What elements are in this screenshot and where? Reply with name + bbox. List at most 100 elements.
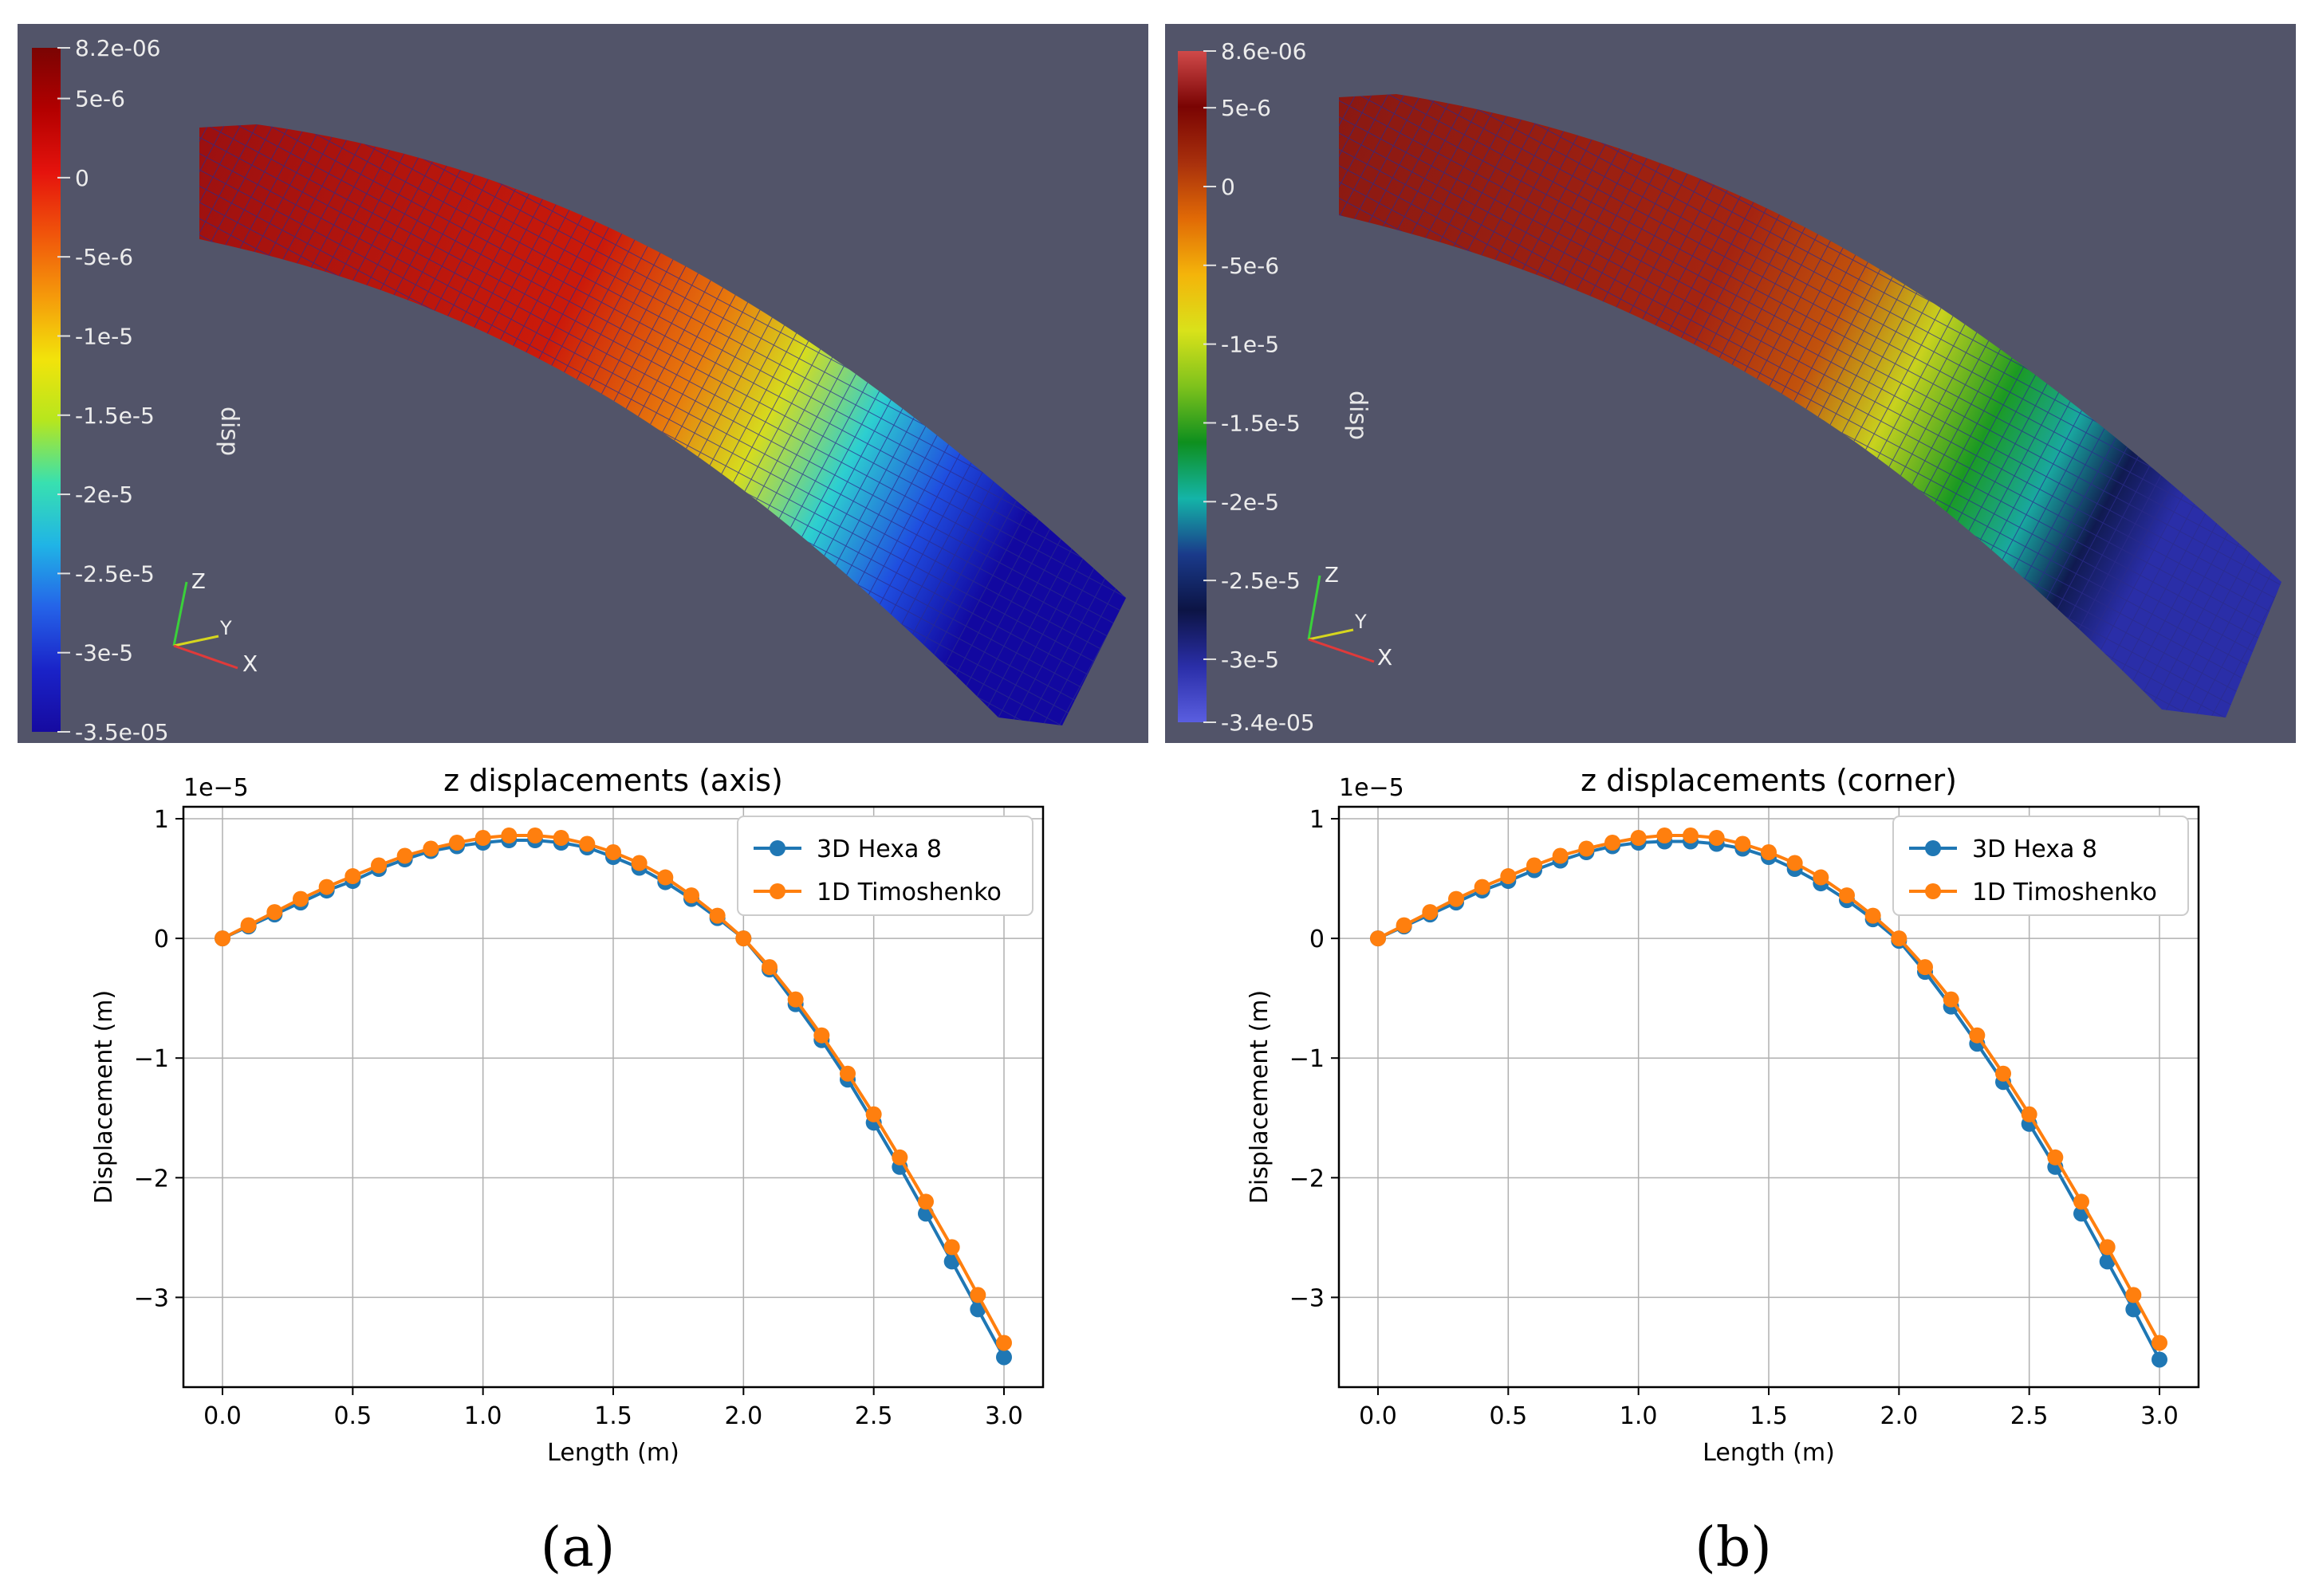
- legend-marker: [1925, 883, 1941, 899]
- colorbar-tick-label: 8.6e-06: [1221, 38, 1307, 65]
- data-point: [1656, 827, 1673, 844]
- y-offset-label: 1e−5: [1339, 774, 1404, 802]
- data-point: [344, 868, 361, 885]
- data-point: [449, 835, 465, 851]
- data-point: [996, 1349, 1012, 1366]
- data-point: [501, 827, 518, 844]
- y-tick-label: 1: [154, 806, 169, 834]
- data-point: [1396, 917, 1412, 934]
- data-point: [1370, 930, 1386, 947]
- data-point: [215, 930, 230, 947]
- data-point: [2047, 1149, 2064, 1166]
- data-point: [787, 991, 804, 1008]
- x-tick-label: 2.0: [724, 1402, 762, 1430]
- x-tick-label: 0.0: [203, 1402, 242, 1430]
- data-point: [1604, 835, 1620, 851]
- data-point: [1995, 1065, 2011, 1082]
- y-tick-label: 1: [1309, 806, 1325, 834]
- x-tick-label: 0.5: [333, 1402, 372, 1430]
- axis-z-label: Z: [1325, 564, 1339, 588]
- x-tick-label: 1.0: [1620, 1402, 1658, 1430]
- chart-title: z displacements (axis): [443, 763, 783, 798]
- y-tick-label: −1: [134, 1045, 169, 1073]
- data-point: [1917, 959, 1933, 976]
- colorbar-tick-label: -3.5e-05: [75, 719, 169, 743]
- data-point: [840, 1065, 856, 1082]
- data-point: [527, 827, 543, 844]
- legend-marker: [770, 840, 785, 856]
- data-point: [657, 869, 674, 886]
- colorbar-tick-label: -3e-5: [1221, 647, 1279, 673]
- legend-marker: [1925, 840, 1941, 856]
- axes-triad: Z Y X: [1307, 564, 1392, 670]
- data-point: [918, 1193, 934, 1210]
- x-tick-label: 1.0: [464, 1402, 502, 1430]
- x-axis-label: Length (m): [547, 1439, 679, 1467]
- render-view-a: 8.2e-06 5e-6 0 -5e-6 -1e-5 -1.5e-5 -2e-5 -2.5e-…: [18, 24, 1148, 743]
- legend-marker: [770, 883, 785, 899]
- data-point: [1813, 869, 1829, 886]
- colorbar-tick-label: -3.4e-05: [1221, 710, 1315, 736]
- colorbar-tick-label: -1e-5: [1221, 332, 1279, 358]
- x-tick-label: 3.0: [2140, 1402, 2179, 1430]
- data-point: [2152, 1351, 2167, 1368]
- legend-label: 3D Hexa 8: [1972, 835, 2097, 863]
- data-point: [1839, 887, 1855, 904]
- axes-triad: Z Y X: [172, 570, 258, 677]
- render-view-b: 8.6e-06 5e-6 0 -5e-6 -1e-5 -1.5e-5 -2e-5 -2.5e-…: [1165, 24, 2296, 743]
- x-tick-label: 0.0: [1359, 1402, 1397, 1430]
- figure-label-a: (a): [540, 1516, 616, 1579]
- colorbar-tick-label: -3e-5: [75, 640, 133, 666]
- colorbar-tick-label: -2.5e-5: [1221, 568, 1301, 594]
- data-point: [892, 1149, 908, 1166]
- axis-z-label: Z: [191, 570, 206, 594]
- data-point: [2152, 1335, 2167, 1351]
- data-point: [605, 844, 621, 861]
- colorbar-tick-label: 5e-6: [1221, 95, 1271, 121]
- legend-box: [737, 816, 1033, 916]
- data-point: [266, 904, 283, 921]
- data-point: [474, 830, 491, 847]
- data-point: [396, 847, 413, 864]
- chart-svg-a: 0.0 0.5 1.0 1.5 2.0 2.5 3.0 −3 −2 −1 0 1 z displacem…: [90, 763, 1045, 1467]
- data-point: [813, 1027, 830, 1044]
- data-point: [683, 887, 699, 904]
- data-point: [735, 930, 752, 947]
- y-tick-label: 0: [1309, 926, 1325, 953]
- data-point: [423, 840, 439, 857]
- legend-label: 1D Timoshenko: [1972, 879, 2157, 906]
- data-point: [371, 857, 387, 874]
- y-tick-label: −2: [134, 1165, 169, 1193]
- data-point: [1734, 835, 1751, 852]
- axis-y-label: Y: [219, 617, 232, 639]
- y-tick-label: −3: [134, 1284, 169, 1312]
- data-point: [1708, 830, 1725, 847]
- colorbar-tick-label: -1e-5: [75, 323, 133, 349]
- y-tick-label: 0: [154, 926, 169, 953]
- colorbar-tick-label: -1.5e-5: [75, 403, 155, 429]
- data-point: [865, 1106, 882, 1122]
- data-point: [1448, 890, 1464, 907]
- colorbar-tick-label: -2e-5: [1221, 489, 1279, 515]
- legend-label: 3D Hexa 8: [817, 835, 942, 863]
- colorbar-tick-label: 0: [75, 165, 89, 191]
- data-point: [1943, 991, 1959, 1008]
- data-point: [2021, 1106, 2037, 1122]
- render-scene-b: 8.6e-06 5e-6 0 -5e-6 -1e-5 -1.5e-5 -2e-5 -2.5e-…: [1178, 38, 2281, 736]
- data-point: [996, 1335, 1012, 1351]
- render-scene-a: 8.2e-06 5e-6 0 -5e-6 -1e-5 -1.5e-5 -2e-5 -2.5e-…: [32, 35, 1126, 743]
- y-tick-label: −1: [1289, 1045, 1325, 1073]
- data-point: [1578, 840, 1595, 857]
- data-point: [1630, 830, 1647, 847]
- data-point: [1683, 827, 1699, 844]
- y-tick-label: −3: [1289, 1284, 1325, 1312]
- panel-b: 8.6e-06 5e-6 0 -5e-6 -1e-5 -1.5e-5 -2e-5 -2.5e-…: [1156, 0, 2311, 1596]
- data-point: [709, 907, 726, 924]
- legend-box: [1892, 816, 2189, 916]
- colorbar: [32, 48, 61, 732]
- x-tick-label: 0.5: [1489, 1402, 1527, 1430]
- data-point: [318, 879, 335, 895]
- data-point: [762, 959, 778, 976]
- data-point: [553, 830, 569, 847]
- y-tick-label: −2: [1289, 1165, 1325, 1193]
